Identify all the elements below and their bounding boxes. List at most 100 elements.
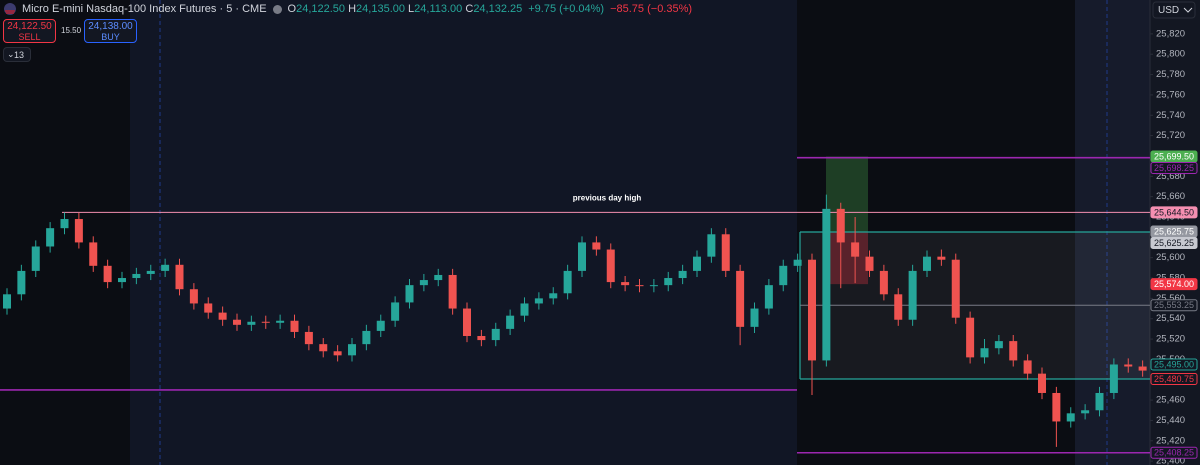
annotation: previous day high: [573, 194, 642, 203]
candle-body: [60, 219, 69, 229]
candle-body: [1052, 392, 1061, 422]
candle-body: [3, 294, 11, 309]
candle-body: [477, 336, 486, 341]
y-tick-label: 25,600: [1156, 252, 1185, 263]
y-tick-label: 25,520: [1156, 334, 1185, 345]
price-label: 25,644.50: [1154, 207, 1194, 217]
candle-body: [707, 234, 716, 257]
chevron: ⌄: [7, 49, 15, 59]
ohlc-key: C: [465, 3, 474, 15]
quantity: 13: [14, 50, 25, 60]
y-tick-label: 25,680: [1156, 171, 1185, 182]
candle-body: [1009, 341, 1018, 361]
ohlc-value: 24,135.00: [356, 3, 405, 15]
candle-body: [463, 308, 471, 337]
price-label: 25,553.25: [1154, 300, 1194, 310]
candle-body: [549, 293, 558, 299]
candle-body: [290, 320, 299, 332]
candle-body: [865, 256, 874, 271]
price-label-box: [1150, 236, 1198, 249]
target-zone: [826, 156, 868, 232]
price-label-box: [1150, 372, 1198, 385]
candle-body: [189, 289, 198, 304]
price-label-box: [1150, 446, 1198, 459]
candle-body: [520, 303, 529, 316]
price-label-box: [1150, 161, 1198, 174]
ohlc-value: 24,113.00: [414, 3, 463, 15]
candle-body: [649, 285, 658, 287]
candle-body: [923, 256, 931, 271]
y-tick-label: 25,460: [1156, 395, 1185, 406]
y-tick-label: 25,720: [1156, 130, 1185, 141]
candle-body: [937, 256, 946, 260]
candle-body: [764, 285, 773, 309]
candle-body: [1124, 364, 1133, 367]
candle-body: [405, 285, 414, 303]
candle-body: [319, 344, 328, 352]
candle-body: [276, 320, 285, 323]
candle-body: [779, 265, 788, 286]
price-label: 25,625.75: [1154, 226, 1194, 236]
y-tick-label: 25,660: [1156, 191, 1185, 202]
candle-body: [333, 351, 342, 356]
candle-body: [491, 328, 500, 341]
candle-body: [448, 274, 457, 309]
currency: USD: [1158, 5, 1179, 16]
candle-body: [721, 234, 730, 271]
status-dot: [272, 4, 282, 14]
candle-body: [736, 270, 745, 327]
change: +9.75 (+0.04%): [528, 3, 605, 15]
candle-body: [1066, 413, 1075, 422]
candle-body: [74, 219, 83, 243]
candle-body: [89, 242, 98, 266]
y-tick-label: 25,400: [1156, 456, 1185, 465]
sell-button[interactable]: 24,122.50 SELL: [3, 19, 56, 43]
buy-button[interactable]: 24,138.00 BUY: [84, 19, 137, 43]
candle-body: [1081, 410, 1090, 414]
candle-body: [233, 319, 241, 325]
currency-button[interactable]: [1152, 1, 1196, 19]
spread: 15.50: [61, 26, 82, 35]
candle-body: [118, 278, 126, 283]
price-label: 25,625.25: [1154, 238, 1194, 248]
price-label: 25,495.00: [1154, 359, 1194, 369]
candle-body: [750, 308, 759, 327]
candle-body: [304, 331, 313, 345]
y-tick-label: 25,560: [1156, 293, 1185, 304]
candle-body: [419, 280, 428, 286]
candle-body: [204, 303, 213, 313]
candle-body: [894, 294, 903, 320]
sell-label: SELL: [18, 32, 41, 42]
candle-body: [879, 270, 888, 295]
ohlc-key: L: [408, 3, 415, 15]
candle-body: [247, 321, 256, 325]
quantity-button[interactable]: ⌄ 13: [3, 47, 31, 62]
candle-body: [606, 249, 615, 283]
sell-price: 24,122.50: [7, 21, 52, 32]
candle-body: [46, 228, 55, 247]
buy-label: BUY: [101, 32, 120, 42]
candle-body: [578, 242, 586, 271]
price-label-box: [1150, 278, 1198, 291]
candle-body: [1023, 360, 1032, 374]
price-label-box: [1150, 358, 1198, 371]
price-label: 25,408.25: [1154, 448, 1194, 458]
ohlc-key: O: [287, 3, 297, 15]
candle-body: [980, 348, 989, 358]
y-tick-label: 25,420: [1156, 435, 1185, 446]
ohlc-value: 24,122.50: [296, 3, 346, 15]
candle-body: [563, 270, 572, 294]
candle-body: [822, 208, 831, 361]
candle-body: [31, 246, 40, 271]
price-label: 25,699.50: [1154, 151, 1194, 161]
y-tick-label: 25,780: [1156, 69, 1185, 80]
candle-body: [621, 282, 630, 286]
candle-body: [534, 298, 543, 304]
candle-body: [218, 312, 227, 320]
candle-body: [836, 208, 845, 243]
price-label-box: [1150, 299, 1198, 312]
candle-body: [635, 285, 644, 287]
price-label: 25,574.00: [1154, 279, 1194, 289]
